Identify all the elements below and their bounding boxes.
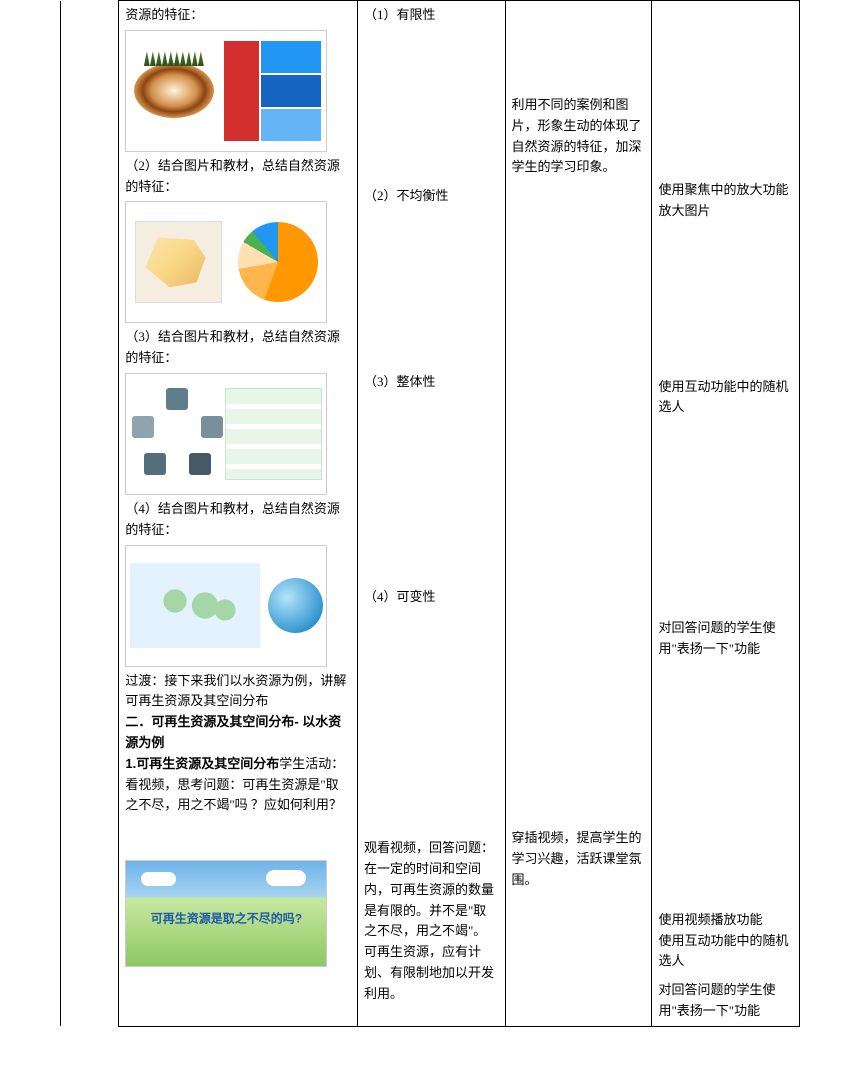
point-4-text: （4）结合图片和教材，总结自然资源的特征： <box>125 499 351 541</box>
figure-1-limited <box>125 30 327 152</box>
tool-note-4a: 使用视频播放功能 <box>658 910 793 931</box>
tool-note-2: 使用互动功能中的随机选人 <box>658 377 793 419</box>
lesson-table: 资源的特征： （2）结合图片和教材，总结自然资源的特征： （3）结合图片和教材，… <box>60 0 800 1027</box>
col1-empty <box>61 1 119 1027</box>
tool-note-3: 对回答问题的学生使用"表扬一下"功能 <box>658 618 793 660</box>
video-answer: 观看视频，回答问题：在一定的时间和空间内，可再生资源的数量是有限的。并不是"取之… <box>364 838 499 1004</box>
tool-note-4c: 对回答问题的学生使用"表扬一下"功能 <box>658 980 793 1022</box>
answer-1: （1）有限性 <box>364 5 499 26</box>
design-intent-cell: 利用不同的案例和图片，形象生动的体现了自然资源的特征，加深学生的学习印象。 穿插… <box>505 1 652 1027</box>
intent-note-1: 利用不同的案例和图片，形象生动的体现了自然资源的特征，加深学生的学习印象。 <box>512 95 646 178</box>
transition-text: 过渡：接下来我们以水资源为例，讲解可再生资源及其空间分布 <box>125 671 351 713</box>
point-2-text: （2）结合图片和教材，总结自然资源的特征： <box>125 156 351 198</box>
figure-3-integrity <box>125 373 327 495</box>
figure-5-video: 可再生资源是取之不尽的吗? <box>125 860 327 967</box>
section-2-heading: 二．可再生资源及其空间分布- 以水资源为例 <box>125 712 351 754</box>
tool-note-4b: 使用互动功能中的随机选人 <box>658 931 793 973</box>
answer-3: （3）整体性 <box>364 372 499 393</box>
point-3-text: （3）结合图片和教材，总结自然资源的特征： <box>125 327 351 369</box>
answer-2: （2）不均衡性 <box>364 186 499 207</box>
figure-2-unbalanced <box>125 201 327 323</box>
student-activity-cell: （1）有限性 （2）不均衡性 （3）整体性 （4）可变性 观看视频，回答问题：在… <box>357 1 505 1027</box>
page: 资源的特征： （2）结合图片和教材，总结自然资源的特征： （3）结合图片和教材，… <box>0 0 860 1083</box>
tools-cell: 使用聚焦中的放大功能放大图片 使用互动功能中的随机选人 对回答问题的学生使用"表… <box>652 1 800 1027</box>
answer-4: （4）可变性 <box>364 587 499 608</box>
section-2-sub-label: 1.可再生资源及其空间分布 <box>125 756 279 771</box>
video-caption: 可再生资源是取之不尽的吗? <box>151 909 302 928</box>
figure-4-variable <box>125 545 327 667</box>
intent-note-2: 穿插视频，提高学生的学习兴趣，活跃课堂氛围。 <box>512 828 646 890</box>
tool-note-1: 使用聚焦中的放大功能放大图片 <box>658 180 793 222</box>
teacher-activity-cell: 资源的特征： （2）结合图片和教材，总结自然资源的特征： （3）结合图片和教材，… <box>119 1 358 1027</box>
section-2-sub: 1.可再生资源及其空间分布学生活动：看视频，思考问题：可再生资源是"取之不尽，用… <box>125 754 351 816</box>
resource-feature-intro: 资源的特征： <box>125 5 351 26</box>
